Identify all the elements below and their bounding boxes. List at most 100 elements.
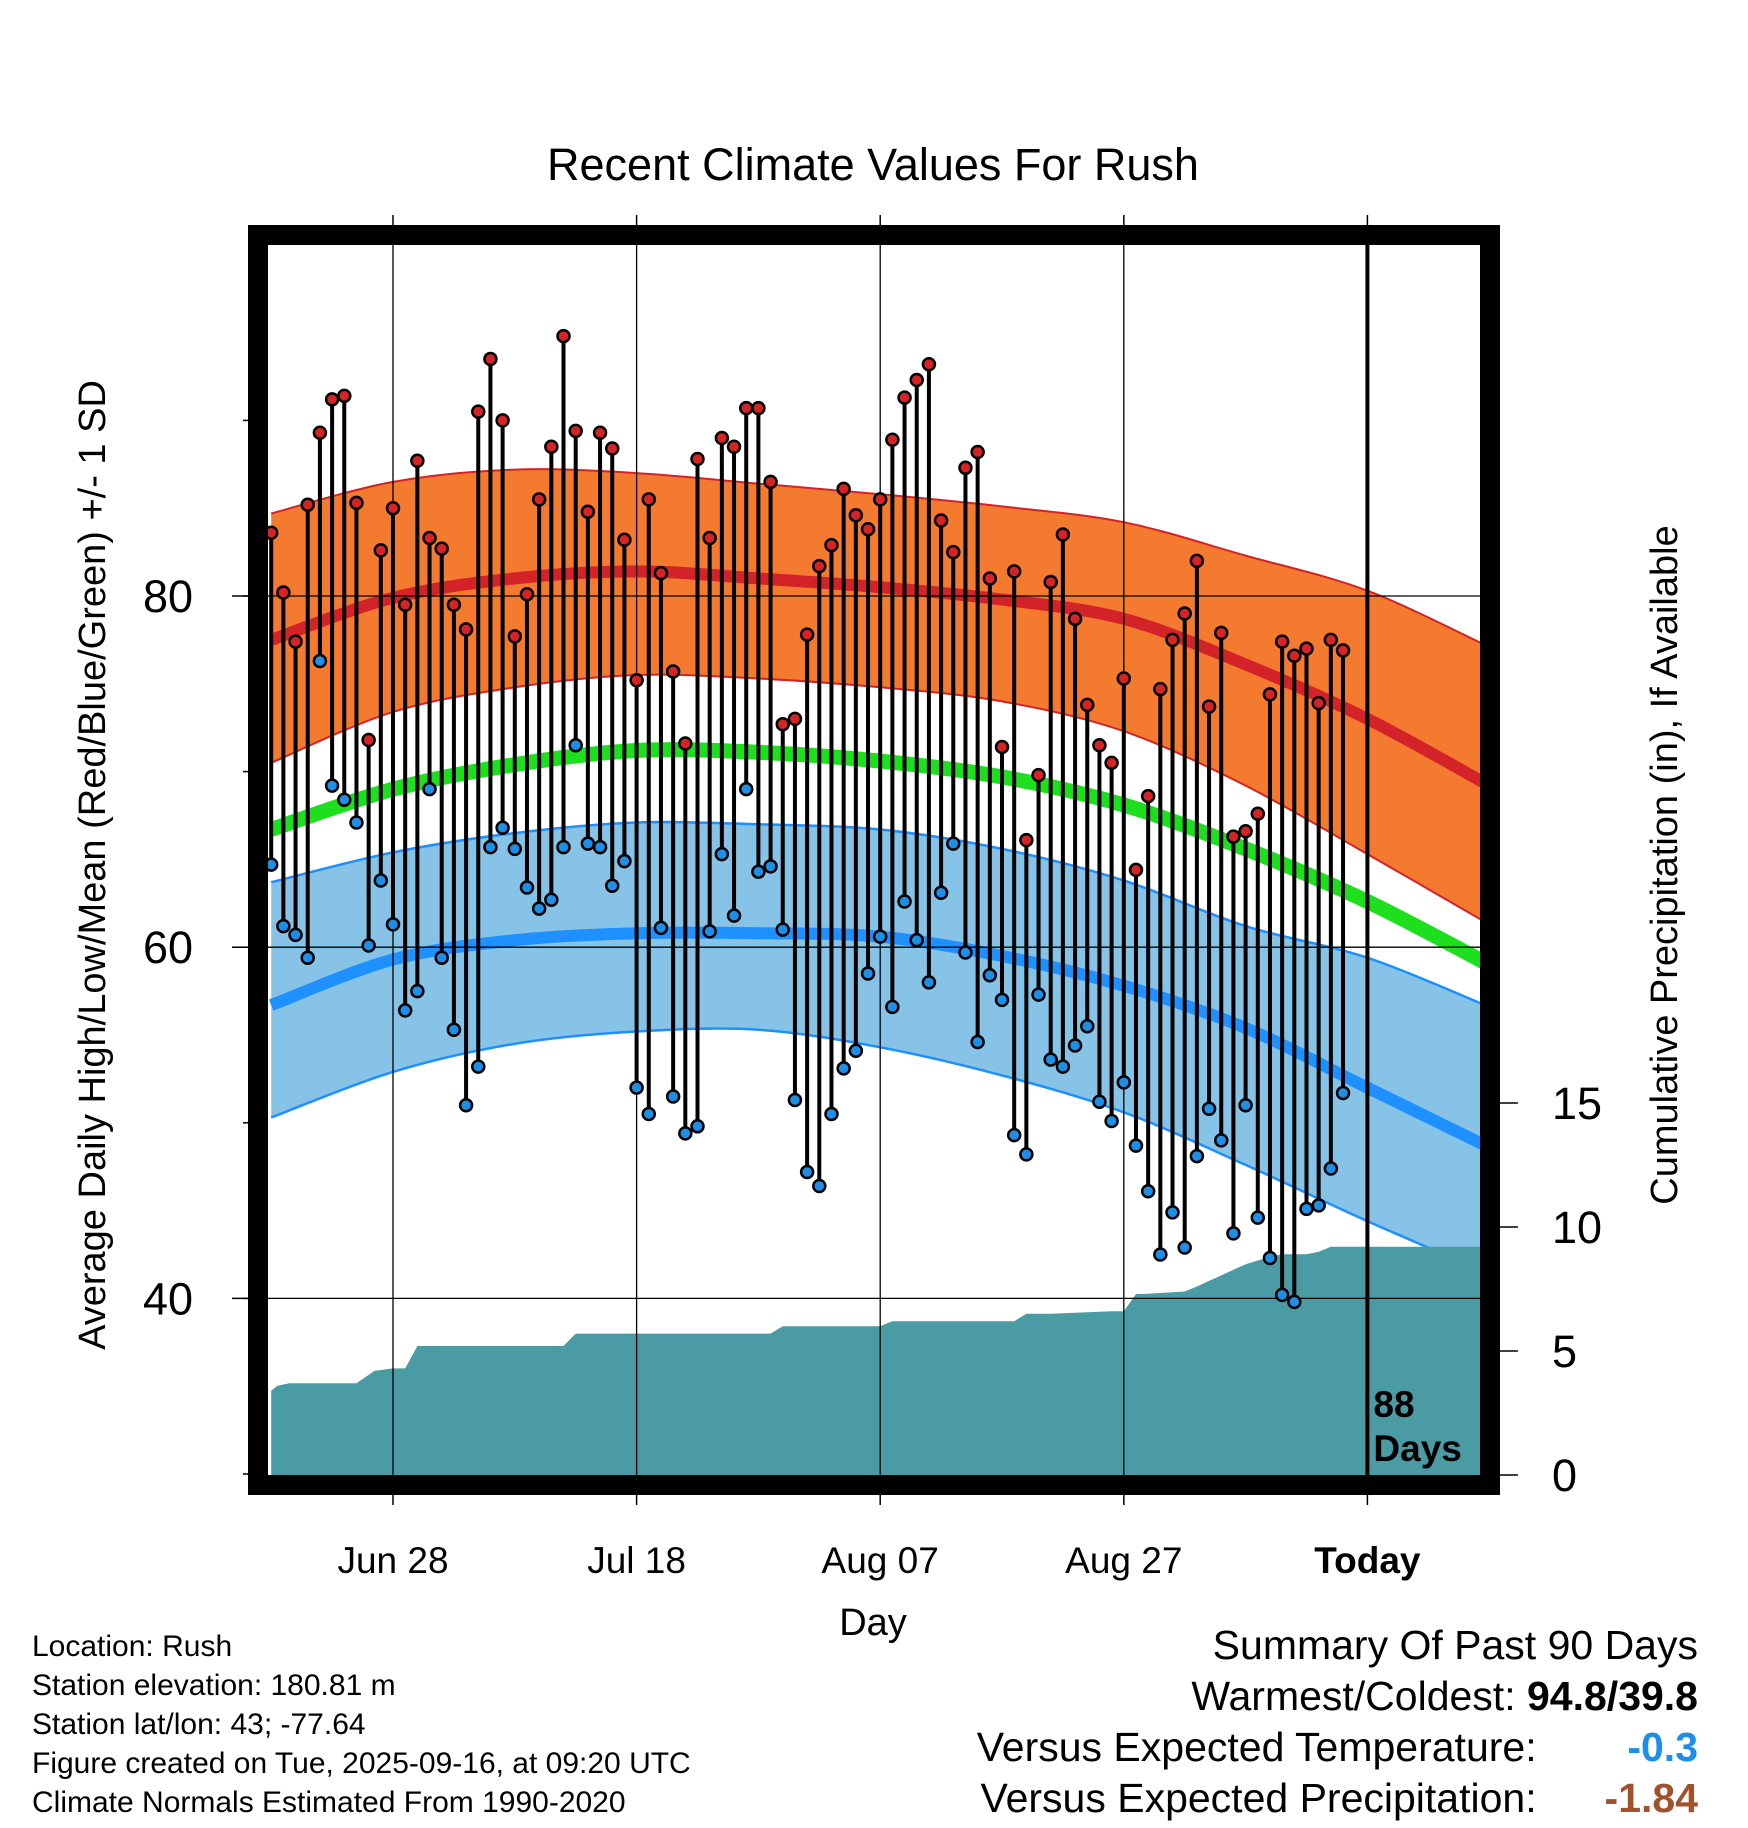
daily-low-point bbox=[653, 920, 669, 936]
daily-high-point bbox=[337, 388, 352, 404]
daily-low-point bbox=[1104, 1113, 1119, 1129]
daily-high-point bbox=[312, 425, 328, 440]
daily-high-point bbox=[1250, 806, 1266, 821]
daily-low-point bbox=[361, 938, 376, 953]
daily-low-point bbox=[787, 1092, 803, 1108]
daily-low-point bbox=[885, 999, 900, 1015]
axes: 40 60 80 0 5 10 15 Jun 28 Jul 18 Aug 07 Aug 27 Toda… bbox=[143, 215, 1602, 1581]
daily-high-point bbox=[288, 634, 303, 649]
daily-high-point bbox=[568, 423, 583, 439]
daily-low-point bbox=[921, 975, 937, 990]
daily-low-point bbox=[812, 1178, 827, 1194]
daily-low-point bbox=[933, 885, 949, 901]
daily-low-point bbox=[337, 792, 352, 807]
daily-low-point bbox=[1226, 1226, 1241, 1241]
temp-value: -0.3 bbox=[1627, 1724, 1698, 1770]
daily-low-point bbox=[1287, 1294, 1302, 1310]
daily-low-point bbox=[1274, 1287, 1290, 1303]
warmest-row: Warmest/Coldest: 94.8/39.8 bbox=[977, 1671, 1698, 1722]
normals-text: Climate Normals Estimated From 1990-2020 bbox=[32, 1786, 626, 1819]
daily-high-point bbox=[1323, 632, 1339, 648]
daily-high-point bbox=[848, 507, 864, 523]
daily-high-point bbox=[982, 571, 998, 586]
daily-low-point bbox=[958, 945, 973, 960]
location-text: Location: Rush bbox=[32, 1630, 233, 1663]
daily-low-point bbox=[678, 1126, 693, 1141]
daily-low-point bbox=[373, 873, 389, 888]
daily-high-point bbox=[1177, 606, 1192, 621]
daily-high-point bbox=[422, 530, 437, 546]
daily-high-point bbox=[1140, 788, 1156, 804]
daily-high-point bbox=[397, 597, 413, 613]
latlon-text: Station lat/lon: 43; -77.64 bbox=[32, 1708, 366, 1741]
daily-low-point bbox=[568, 738, 583, 753]
daily-high-point bbox=[1226, 829, 1241, 844]
daily-high-point bbox=[1067, 611, 1083, 627]
summary-panel: Summary Of Past 90 Days Warmest/Coldest:… bbox=[977, 1620, 1698, 1824]
daily-high-point bbox=[1116, 671, 1132, 686]
precip-row: Versus Expected Precipitation: -1.84 bbox=[977, 1773, 1699, 1824]
daily-high-point bbox=[1238, 824, 1253, 839]
daily-high-point bbox=[1153, 681, 1168, 697]
y-tick-label: 80 bbox=[143, 571, 193, 622]
daily-high-point bbox=[872, 492, 888, 507]
daily-high-point bbox=[434, 541, 449, 556]
x-tick-label: Aug 07 bbox=[822, 1540, 939, 1581]
daily-low-point bbox=[665, 1089, 681, 1104]
daily-high-point bbox=[665, 664, 681, 679]
daily-low-point bbox=[519, 880, 535, 895]
daily-low-point bbox=[1262, 1250, 1278, 1266]
daily-high-point bbox=[738, 400, 754, 416]
warmest-label: Warmest/Coldest: bbox=[1191, 1673, 1516, 1719]
daily-low-point bbox=[897, 894, 912, 909]
daily-high-point bbox=[836, 481, 851, 497]
y-tick-label: 60 bbox=[143, 922, 193, 973]
daily-low-point bbox=[300, 950, 315, 965]
warmest-value: 94.8/39.8 bbox=[1527, 1673, 1698, 1719]
daily-points bbox=[263, 328, 1351, 1310]
daily-low-point bbox=[946, 836, 961, 851]
daily-low-point bbox=[434, 950, 449, 965]
daily-high-point bbox=[726, 439, 742, 454]
daily-high-point bbox=[1311, 695, 1326, 711]
daily-high-point bbox=[751, 400, 766, 416]
daily-low-point bbox=[872, 929, 888, 944]
daily-low-point bbox=[1250, 1210, 1266, 1225]
daily-low-point bbox=[1043, 1052, 1058, 1067]
daily-low-point bbox=[1311, 1198, 1326, 1213]
y-tick-label: 40 bbox=[143, 1273, 193, 1324]
daily-high-point bbox=[641, 492, 657, 507]
daily-low-point bbox=[1201, 1101, 1217, 1117]
daily-low-point bbox=[556, 839, 571, 855]
daily-high-point bbox=[994, 739, 1010, 755]
daily-low-point bbox=[617, 853, 632, 869]
daily-high-point bbox=[909, 372, 924, 388]
daily-high-point bbox=[897, 390, 912, 405]
daily-high-point bbox=[519, 586, 535, 602]
daily-high-point bbox=[495, 413, 510, 428]
daily-low-point bbox=[385, 917, 401, 932]
daily-low-point bbox=[1177, 1240, 1192, 1255]
daily-low-point bbox=[544, 892, 559, 908]
daily-high-point bbox=[1201, 699, 1217, 714]
daily-high-point bbox=[580, 504, 596, 519]
daily-high-point bbox=[617, 532, 632, 548]
daily-low-point bbox=[994, 992, 1010, 1008]
daily-high-point bbox=[544, 439, 559, 454]
daily-high-point bbox=[276, 585, 291, 600]
today-days-label: Days bbox=[1373, 1428, 1461, 1469]
created-text: Figure created on Tue, 2025-09-16, at 09… bbox=[32, 1747, 691, 1780]
y-axis-label: Average Daily High/Low/Mean (Red/Blue/Gr… bbox=[72, 380, 114, 1350]
daily-high-point bbox=[970, 444, 985, 460]
daily-high-point bbox=[958, 460, 973, 476]
y2-tick-label: 15 bbox=[1552, 1078, 1602, 1129]
daily-low-point bbox=[324, 778, 340, 793]
daily-high-point bbox=[1335, 643, 1351, 658]
x-tick-label: Today bbox=[1314, 1540, 1421, 1581]
daily-high-point bbox=[604, 441, 620, 456]
daily-low-point bbox=[763, 859, 778, 874]
daily-high-point bbox=[678, 736, 693, 751]
daily-high-point bbox=[860, 522, 876, 537]
daily-low-point bbox=[751, 864, 766, 879]
